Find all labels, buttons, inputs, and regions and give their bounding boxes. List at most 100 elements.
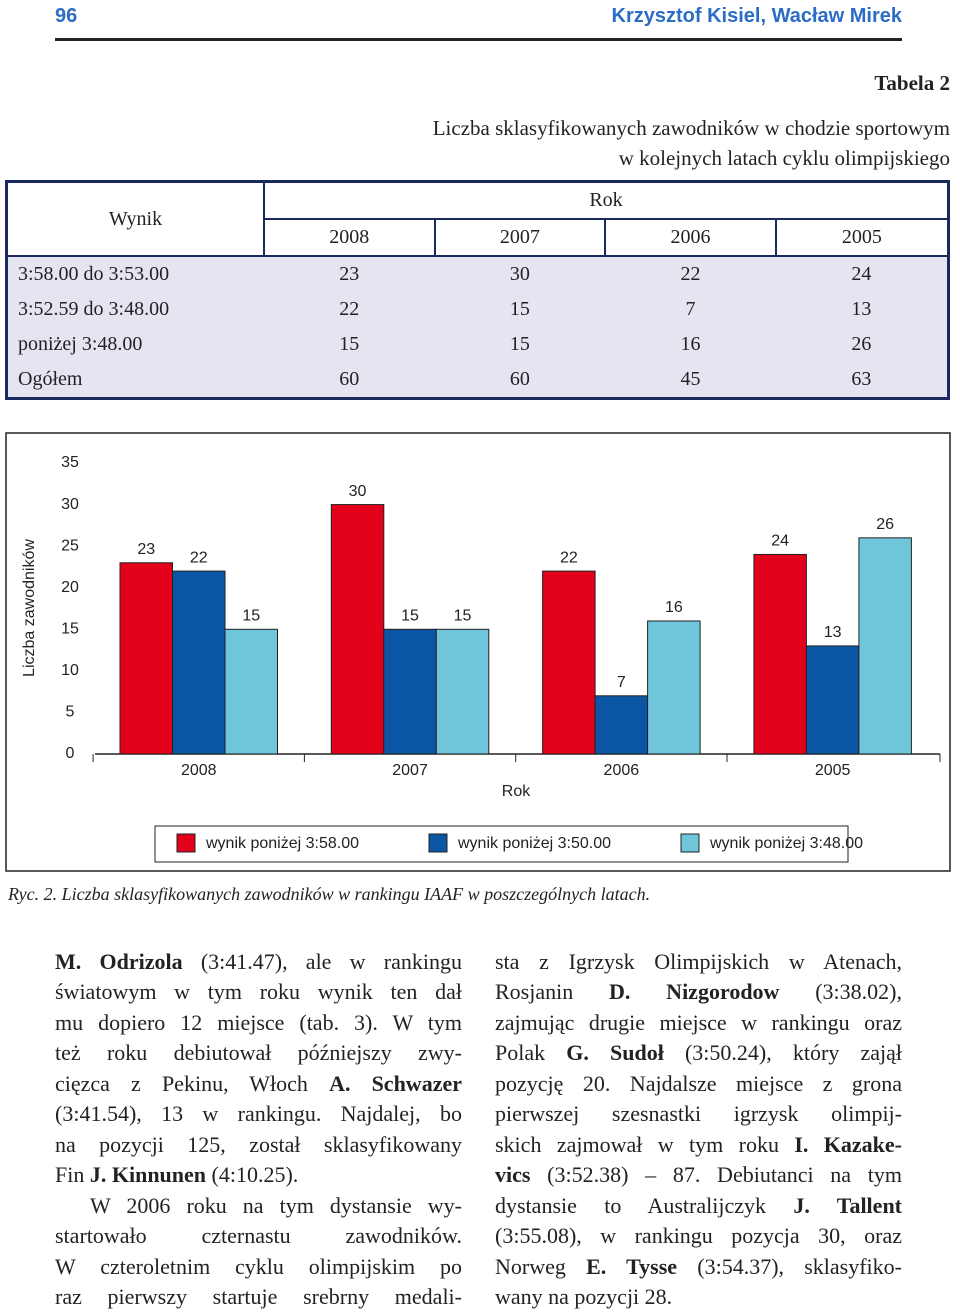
table-cell: 45 xyxy=(680,368,701,390)
legend-swatch xyxy=(176,833,196,853)
text-run: pierwszej szesnastki igrzysk olimpij- xyxy=(495,1101,902,1127)
bar xyxy=(172,570,226,755)
bar xyxy=(594,695,649,755)
text-line: cięzca z Pekinu, Włoch A. Schwazer xyxy=(55,1069,462,1099)
text-line: mu dopiero 12 miejsce (tab. 3). W tym xyxy=(55,1008,462,1038)
title-line: Liczba sklasyfikowanych zawodników w cho… xyxy=(432,116,950,140)
bar xyxy=(330,504,385,755)
text-line: dystansie to Australijczyk J. Tallent xyxy=(495,1191,902,1221)
table-row: poniżej 3:48.00 15 15 16 26 xyxy=(7,327,949,362)
text-line: skich zajmował w tym roku I. Kazake- xyxy=(495,1130,902,1160)
legend-swatch xyxy=(428,833,448,853)
y-tick-label: 10 xyxy=(61,662,79,679)
name-bold: M. Odrizola xyxy=(55,949,183,974)
text-line: Rosjanin D. Nizgorodow (3:38.02), xyxy=(495,977,902,1007)
column-group: Rok xyxy=(263,180,950,220)
table-cell: 30 xyxy=(509,263,530,285)
legend-label: wynik poniżej 3:58.00 xyxy=(205,835,359,852)
legend-swatch xyxy=(680,833,700,853)
table-cell: 15 xyxy=(509,298,530,320)
text-run: wany na pozycji 28. xyxy=(495,1283,673,1309)
bar xyxy=(224,628,278,755)
table-cell: Ogółem xyxy=(18,368,83,390)
text-run: (3:50.24), który zajął xyxy=(663,1040,902,1066)
table-cell: 3:52.59 do 3:48.00 xyxy=(18,298,170,320)
caption: Ryc. 2. Liczba sklasyfikowanych zawodnik… xyxy=(8,884,651,904)
table-cell: poniżej 3:48.00 xyxy=(18,333,143,355)
bar xyxy=(435,628,490,755)
table-cell: 22 xyxy=(339,298,360,320)
text-run: (3:41.47), ale w rankingu xyxy=(182,949,462,974)
y-tick-label: 15 xyxy=(61,621,79,638)
table-cell: 15 xyxy=(509,333,530,355)
x-tick-label: 2006 xyxy=(604,762,640,779)
text-line: Polak G. Sudoł (3:50.24), który zajął xyxy=(495,1038,902,1068)
chart: Rok Liczba zawodników 0 5 10 15 20 25 30 35 2008… xyxy=(5,432,951,872)
text-run: (3:54.37), sklasyfiko- xyxy=(677,1253,902,1279)
data-label: 22 xyxy=(560,549,578,566)
x-tick-label: 2005 xyxy=(815,762,851,779)
data-label: 15 xyxy=(401,608,419,625)
header-rule xyxy=(55,38,902,41)
text-run: sta z Igrzysk Olimpijskich w Atenach, xyxy=(495,949,902,974)
data-label: 13 xyxy=(824,624,842,641)
column-header: 2008 xyxy=(263,218,436,257)
data-label: 7 xyxy=(617,674,626,691)
page-number: 96 xyxy=(55,5,78,27)
text-line: Norweg E. Tysse (3:54.37), sklasyfiko- xyxy=(495,1252,902,1282)
text-line: M. Odrizola (3:41.47), ale w rankingu xyxy=(55,947,462,977)
table-row: 3:58.00 do 3:53.00 23 30 22 24 xyxy=(7,256,949,292)
text-run: mu dopiero 12 miejsce (tab. 3). W tym xyxy=(55,1009,462,1035)
column-header: 2005 xyxy=(774,218,950,257)
text-line: pierwszej szesnastki igrzysk olimpij- xyxy=(495,1099,902,1129)
y-tick-label: 35 xyxy=(61,454,79,471)
table-row: Ogółem 60 60 45 63 xyxy=(7,362,949,399)
data-label: 23 xyxy=(137,541,155,558)
name-bold: E. Tysse xyxy=(586,1253,678,1279)
table: Wynik Rok 2008 2007 2006 2005 3:58.00 do 3:… xyxy=(5,180,950,400)
bar xyxy=(805,645,860,755)
text-run: W czteroletnim cyklu olimpijskim po xyxy=(55,1253,462,1279)
text-run: na pozycji 125, został sklasyfikowany xyxy=(55,1131,462,1157)
text-line: na pozycji 125, został sklasyfikowany xyxy=(55,1130,462,1160)
bar xyxy=(542,570,596,755)
text-run: (3:52.38) – 87. Debiutanci na tym xyxy=(530,1162,902,1188)
name-bold: A. Schwazer xyxy=(329,1070,462,1096)
data-label: 16 xyxy=(665,599,683,616)
text-run: (3:55.08), w rankingu pozycja 30, oraz xyxy=(495,1223,902,1249)
text-column: sta z Igrzysk Olimpijskich w Atenach, Ros… xyxy=(495,947,902,1312)
y-axis-label: Liczba zawodników xyxy=(21,539,38,677)
legend-frame xyxy=(154,825,849,863)
table-cell: 15 xyxy=(339,333,360,355)
data-label: 26 xyxy=(876,516,894,533)
authors: Krzysztof Kisiel, Wacław Mirek xyxy=(611,5,902,27)
bar xyxy=(383,628,437,755)
bar xyxy=(119,562,173,755)
text-run: (3:38.02), xyxy=(779,979,902,1005)
legend-label: wynik poniżej 3:48.00 xyxy=(709,835,863,852)
table-cell: 60 xyxy=(339,368,360,390)
text-line: (3:41.54), 13 w rankingu. Najdalej, bo xyxy=(55,1099,462,1129)
table-cell: 16 xyxy=(680,333,701,355)
text-line: Fin J. Kinnunen (4:10.25). xyxy=(55,1160,462,1190)
table-cell: 22 xyxy=(680,263,701,285)
text-line: vics (3:52.38) – 87. Debiutanci na tym xyxy=(495,1160,902,1190)
table-cell: 23 xyxy=(339,263,360,285)
data-label: 15 xyxy=(454,608,472,625)
text-line: światowym w tym roku wynik ten dał xyxy=(55,977,462,1007)
table-label: Tabela 2 xyxy=(874,71,950,95)
data-label: 24 xyxy=(771,533,789,550)
text-line: wany na pozycji 28. xyxy=(495,1282,902,1312)
name-bold: G. Sudoł xyxy=(566,1040,664,1066)
text-column: M. Odrizola (3:41.47), ale w rankingu świ… xyxy=(55,947,462,1312)
table-cell: 3:58.00 do 3:53.00 xyxy=(18,263,170,285)
text-run: cięzca z Pekinu, Włoch xyxy=(55,1070,330,1096)
row-header: Wynik xyxy=(5,180,265,257)
name-bold: J. Kinnunen xyxy=(89,1162,207,1188)
text-run: światowym w tym roku wynik ten dał xyxy=(55,979,462,1005)
table-cell: 26 xyxy=(851,333,872,355)
legend-label: wynik poniżej 3:50.00 xyxy=(457,835,611,852)
column-header: 2007 xyxy=(433,218,607,257)
table-row: 3:52.59 do 3:48.00 22 15 7 13 xyxy=(7,292,949,327)
y-tick-label: 30 xyxy=(61,496,79,513)
